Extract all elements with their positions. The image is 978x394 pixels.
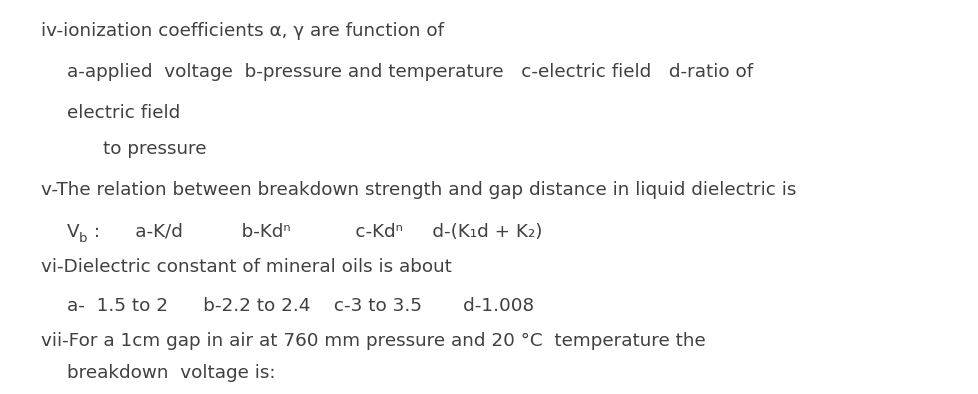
Text: b: b (78, 232, 87, 245)
Text: electric field: electric field (67, 104, 180, 123)
Text: :      a-K/d          b-Kdⁿ           c-Kdⁿ     d-(K₁d + K₂): : a-K/d b-Kdⁿ c-Kdⁿ d-(K₁d + K₂) (88, 223, 542, 241)
Text: breakdown  voltage is:: breakdown voltage is: (67, 364, 275, 383)
Text: V: V (67, 223, 79, 241)
Text: iv-ionization coefficients α, γ are function of: iv-ionization coefficients α, γ are func… (41, 22, 444, 40)
Text: to pressure: to pressure (103, 140, 206, 158)
Text: a-  1.5 to 2      b-2.2 to 2.4    c-3 to 3.5       d-1.008: a- 1.5 to 2 b-2.2 to 2.4 c-3 to 3.5 d-1.… (67, 297, 533, 316)
Text: a-applied  voltage  b-pressure and temperature   c-electric field   d-ratio of: a-applied voltage b-pressure and tempera… (67, 63, 752, 81)
Text: v-The relation between breakdown strength and gap distance in liquid dielectric : v-The relation between breakdown strengt… (41, 181, 796, 199)
Text: vii-For a 1cm gap in air at 760 mm pressure and 20 °C  temperature the: vii-For a 1cm gap in air at 760 mm press… (41, 332, 705, 350)
Text: Vᵇ :      a-K/d          b-Kdⁿ           c-Kdⁿ     d-(K₁d + K₂): Vᵇ : a-K/d b-Kdⁿ c-Kdⁿ d-(K₁d + K₂) (0, 393, 1, 394)
Text: vi-Dielectric constant of mineral oils is about: vi-Dielectric constant of mineral oils i… (41, 258, 452, 276)
